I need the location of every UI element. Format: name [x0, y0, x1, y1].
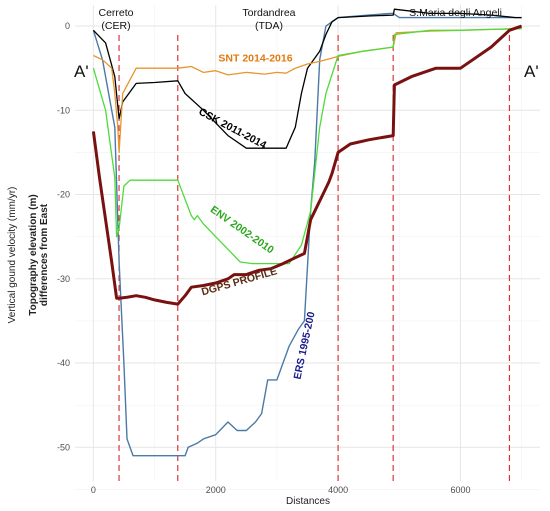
x-tick-label: 0: [91, 485, 96, 495]
x-axis-title: Distances: [286, 496, 330, 507]
zone-boundaries: [118, 35, 510, 481]
series-label-4: DGPS PROFILE: [200, 265, 278, 298]
tick-labels: 0 2000 4000 6000 0 -10 -20 -30 -40 -50: [57, 21, 470, 495]
x-tick-label: 2000: [206, 485, 226, 495]
zone-abbr-1: (TDA): [255, 20, 283, 32]
series-line-2: [93, 27, 522, 154]
left-end-label: A': [74, 62, 89, 81]
y-tick-label: -20: [57, 190, 70, 200]
y2-axis-title-line1: Topography elevation (m): [28, 194, 39, 316]
series-label-2: SNT 2014-2016: [218, 52, 292, 64]
zone-abbr-0: (CER): [101, 20, 130, 32]
series-line-1: [92, 8, 522, 149]
series-line-4: [91, 24, 523, 306]
y-tick-label: 0: [65, 21, 70, 31]
zone-name-0: Cerreto: [98, 7, 133, 19]
y-tick-label: -40: [57, 358, 70, 368]
zone-name-2: S.Maria degli Angeli: [409, 7, 502, 19]
zone-name-1: Tordandrea: [242, 7, 295, 19]
right-end-label: A': [524, 62, 539, 81]
series-line-3: [92, 27, 522, 265]
y-tick-label: -30: [57, 274, 70, 284]
y-tick-label: -10: [57, 105, 70, 115]
x-tick-label: 4000: [328, 485, 348, 495]
y-tick-label: -50: [57, 442, 70, 452]
grid: [75, 5, 540, 490]
series-label-3: ENV 2002-2010: [208, 204, 276, 257]
series-label-1: CSK 2011-2014: [197, 106, 269, 152]
y-axis-title: Vertical gound velocity (mm/yr): [7, 187, 18, 324]
series-lines: [91, 8, 523, 457]
y2-axis-title-line2: differences from East: [39, 203, 50, 306]
x-tick-label: 6000: [450, 485, 470, 495]
series-line-0: [92, 12, 522, 457]
zone-labels: Cerreto(CER) Tordandrea(TDA) S.Maria degli…: [98, 7, 501, 32]
